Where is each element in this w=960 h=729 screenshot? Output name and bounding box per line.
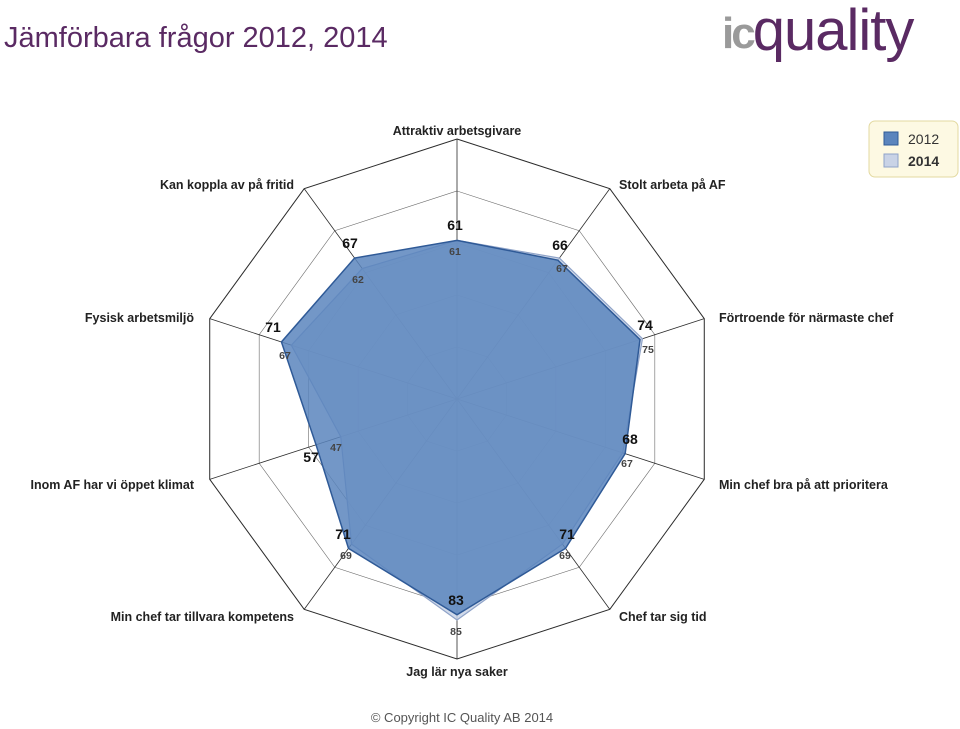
- value-label-2014: 75: [642, 344, 654, 356]
- value-label-2014: 67: [621, 458, 633, 470]
- chart-legend: 2012 2014: [868, 120, 959, 178]
- legend-label-2014: 2014: [908, 153, 939, 169]
- value-label-2012: 61: [447, 217, 463, 233]
- axis-label: Stolt arbeta på AF: [619, 178, 726, 192]
- page-title: Jämförbara frågor 2012, 2014: [4, 22, 388, 54]
- axis-label: Min chef bra på att prioritera: [719, 478, 889, 492]
- value-label-2014: 69: [340, 550, 352, 562]
- legend-swatch-2014: [883, 153, 899, 168]
- value-labels: 61 66 74 68 71 83 71 57 71 67 61 67 75 67 69 85 69 47 67 62: [265, 217, 654, 638]
- axis-label: Förtroende för närmaste chef: [719, 311, 894, 325]
- value-label-2014: 85: [450, 626, 462, 638]
- value-label-2012: 57: [303, 449, 319, 465]
- value-label-2012: 71: [559, 526, 575, 542]
- value-label-2012: 67: [342, 235, 358, 251]
- legend-swatch-2012: [883, 131, 899, 146]
- axis-label: Fysisk arbetsmiljö: [85, 311, 194, 325]
- value-label-2014: 62: [352, 274, 364, 286]
- logo-quality: quality: [752, 0, 915, 63]
- copyright-notice: © Copyright IC Quality AB 2014: [370, 710, 554, 725]
- axis-label: Jag lär nya saker: [406, 665, 508, 679]
- legend-label-2012: 2012: [908, 131, 939, 147]
- value-label-2014: 47: [330, 442, 342, 454]
- value-label-2012: 83: [448, 592, 464, 608]
- value-label-2014: 67: [556, 263, 568, 275]
- value-label-2012: 68: [622, 431, 638, 447]
- series-2012-area: [280, 239, 641, 616]
- axis-label: Chef tar sig tid: [619, 610, 707, 624]
- axis-label: Kan koppla av på fritid: [160, 178, 294, 192]
- logo-ic: ic: [722, 9, 756, 58]
- value-label-2012: 71: [265, 319, 281, 335]
- value-label-2014: 67: [279, 350, 291, 362]
- axis-label: Attraktiv arbetsgivare: [393, 124, 522, 138]
- value-label-2012: 74: [637, 317, 653, 333]
- radar-series: [280, 239, 644, 621]
- axis-label: Inom AF har vi öppet klimat: [31, 478, 195, 492]
- value-label-2014: 69: [559, 550, 571, 562]
- value-label-2012: 66: [552, 237, 568, 253]
- axis-label: Min chef tar tillvara kompetens: [111, 610, 294, 624]
- axis-labels: Attraktiv arbetsgivare Stolt arbeta på AF…: [31, 124, 895, 679]
- value-label-2012: 71: [335, 526, 351, 542]
- value-label-2014: 61: [449, 246, 461, 258]
- company-logo: ic quality: [722, 0, 915, 64]
